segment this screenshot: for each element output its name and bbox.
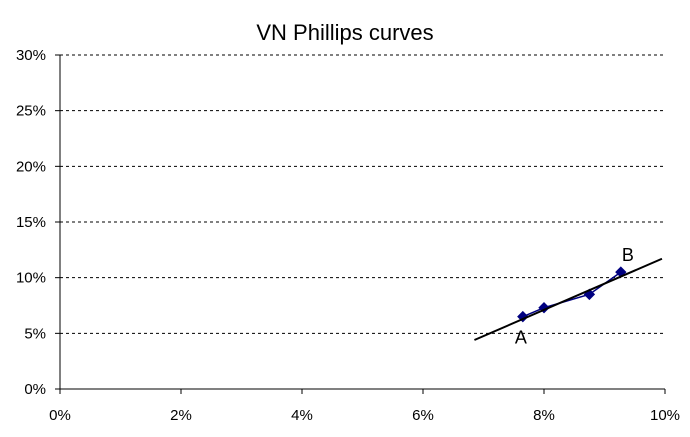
series bbox=[474, 257, 663, 341]
x-tick-label: 6% bbox=[412, 407, 434, 424]
series-line bbox=[522, 271, 622, 318]
y-tick-label: 10% bbox=[16, 270, 46, 287]
annotation-label: A bbox=[515, 328, 527, 348]
y-tick-label: 15% bbox=[16, 214, 46, 231]
x-tick-label: 4% bbox=[291, 407, 313, 424]
grid-lines bbox=[60, 54, 665, 334]
trendline bbox=[474, 257, 663, 341]
x-tick-label: 8% bbox=[533, 407, 555, 424]
x-tick-label: 2% bbox=[170, 407, 192, 424]
chart-title: VN Phillips curves bbox=[256, 20, 434, 45]
y-tick-label: 30% bbox=[16, 47, 46, 64]
y-tick-label: 20% bbox=[16, 158, 46, 175]
annotations: AB bbox=[515, 245, 634, 348]
x-tick-label: 10% bbox=[650, 407, 680, 424]
x-tick-label: 0% bbox=[49, 407, 71, 424]
annotation-label: B bbox=[622, 245, 634, 265]
y-tick-label: 5% bbox=[24, 325, 46, 342]
y-axis-ticks: 0% 5% 10% 15% 20% 25% 30% bbox=[16, 47, 60, 398]
y-tick-label: 0% bbox=[24, 381, 46, 398]
x-axis-ticks: 0% 2% 4% 6% 8% 10% bbox=[49, 389, 680, 424]
y-tick-label: 25% bbox=[16, 103, 46, 120]
